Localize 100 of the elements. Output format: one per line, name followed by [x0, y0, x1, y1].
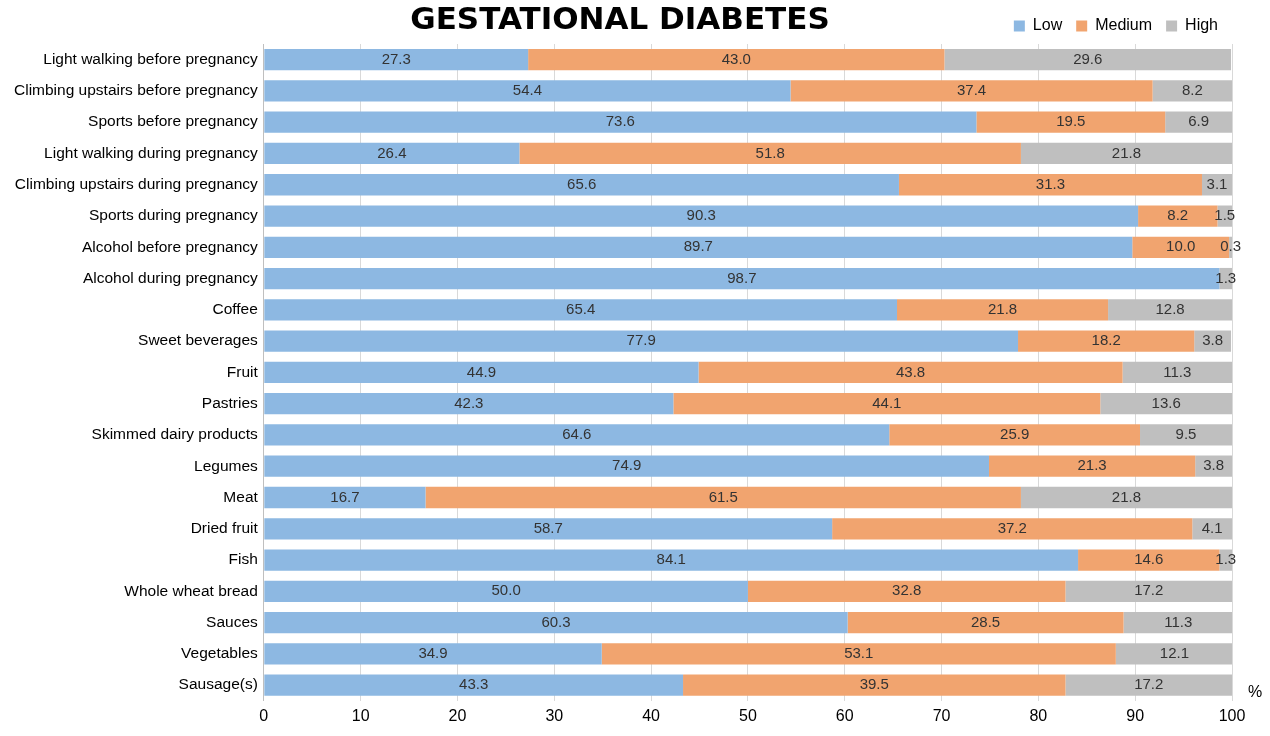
x-axis-title: % [1248, 683, 1263, 701]
y-tick-label: Climbing upstairs before pregnancy [13, 81, 259, 99]
data-label: 51.8 [755, 143, 785, 161]
bar [264, 49, 529, 71]
y-tick-label: Pastries [201, 393, 259, 411]
data-label: 12.1 [1159, 644, 1189, 662]
data-label: 16.7 [330, 487, 360, 505]
x-tick-label: 70 [932, 706, 951, 724]
data-label: 60.3 [541, 612, 571, 630]
data-label: 65.4 [566, 299, 596, 317]
bar [264, 361, 699, 384]
data-label: 39.5 [859, 675, 889, 693]
bar [425, 486, 1021, 509]
bar [944, 49, 1232, 71]
bar [264, 174, 899, 196]
x-tick-label: 20 [448, 706, 467, 724]
y-tick-label: Alcohol before pregnancy [82, 237, 259, 255]
data-label: 42.3 [454, 393, 484, 411]
data-label: 53.1 [844, 644, 874, 662]
bar [1065, 580, 1232, 602]
data-label: 27.3 [381, 49, 411, 67]
data-label: 25.9 [1000, 425, 1030, 443]
legend-label: High [1185, 16, 1218, 34]
data-label: 34.9 [418, 644, 448, 662]
bar [264, 611, 848, 634]
data-label: 0.3 [1220, 237, 1241, 255]
y-tick-label: Light walking before pregnancy [43, 49, 259, 67]
bar [898, 174, 1202, 196]
bar [988, 455, 1196, 477]
x-tick-label: 60 [835, 706, 854, 724]
legend-label: Low [1032, 16, 1063, 34]
bar [264, 236, 1133, 258]
data-label: 89.7 [683, 237, 713, 255]
data-label: 8.2 [1167, 206, 1189, 224]
bar [673, 393, 1101, 415]
data-label: 37.2 [997, 518, 1027, 536]
data-label: 9.5 [1175, 425, 1197, 443]
x-tick-label: 40 [642, 706, 661, 724]
bar [683, 674, 1066, 696]
bar [747, 580, 1066, 602]
data-label: 26.4 [377, 143, 407, 161]
bar [264, 111, 977, 133]
bar [790, 80, 1153, 102]
x-tick-label: 30 [545, 706, 564, 724]
x-tick-label: 100 [1218, 706, 1246, 724]
bar [1123, 611, 1232, 634]
y-tick-label: Sweet beverages [138, 331, 259, 349]
y-tick-label: Skimmed dairy products [91, 425, 259, 443]
bar [698, 361, 1123, 384]
data-label: 98.7 [727, 268, 757, 286]
data-label: 4.1 [1201, 518, 1223, 536]
chart-title: GESTATIONAL DIABETES [409, 0, 831, 36]
data-label: 14.6 [1134, 550, 1164, 568]
y-tick-label: Sausage(s) [178, 675, 258, 693]
data-label: 21.8 [1111, 143, 1142, 161]
data-label: 73.6 [605, 112, 635, 130]
data-label: 61.5 [708, 487, 738, 505]
y-tick-label: Sports during pregnancy [88, 206, 259, 224]
bar [264, 549, 1079, 571]
data-label: 65.6 [567, 174, 597, 192]
data-label: 21.8 [1111, 487, 1142, 505]
bar [1065, 674, 1232, 696]
y-tick-label: Fish [228, 550, 258, 568]
data-label: 32.8 [892, 581, 922, 599]
data-label: 37.4 [956, 81, 987, 99]
data-label: 3.8 [1203, 456, 1225, 474]
data-label: 43.8 [895, 362, 926, 380]
x-tick-label: 90 [1126, 706, 1145, 724]
x-tick-label: 0 [259, 706, 269, 724]
data-label: 50.0 [491, 581, 521, 599]
y-tick-label: Alcohol during pregnancy [82, 268, 259, 286]
bar [1100, 393, 1232, 415]
bar [1122, 361, 1232, 384]
y-tick-label: Light walking during pregnancy [44, 143, 259, 161]
y-tick-label: Sauces [206, 612, 259, 630]
bar [1020, 486, 1232, 509]
bar [264, 674, 684, 696]
bar [264, 486, 426, 509]
data-label: 44.1 [872, 393, 902, 411]
bar [1108, 299, 1232, 321]
bar [847, 611, 1124, 634]
data-label: 77.9 [626, 331, 656, 349]
data-label: 28.5 [971, 612, 1001, 630]
data-label: 8.2 [1181, 81, 1203, 99]
data-label: 17.2 [1134, 675, 1164, 693]
y-tick-label: Vegetables [181, 644, 259, 662]
data-label: 74.9 [612, 456, 642, 474]
bar [1165, 111, 1232, 133]
y-tick-label: Dried fruit [190, 519, 259, 537]
bar [528, 49, 945, 71]
y-tick-label: Sports before pregnancy [88, 112, 259, 130]
bar [601, 643, 1116, 665]
bar [264, 330, 1019, 352]
y-tick-label: Fruit [226, 362, 259, 380]
data-label: 6.9 [1188, 112, 1210, 130]
data-label: 18.2 [1091, 331, 1121, 349]
data-label: 19.5 [1056, 112, 1086, 130]
data-label: 10.0 [1166, 237, 1196, 255]
data-label: 43.3 [459, 675, 489, 693]
y-tick-label: Legumes [194, 456, 259, 474]
